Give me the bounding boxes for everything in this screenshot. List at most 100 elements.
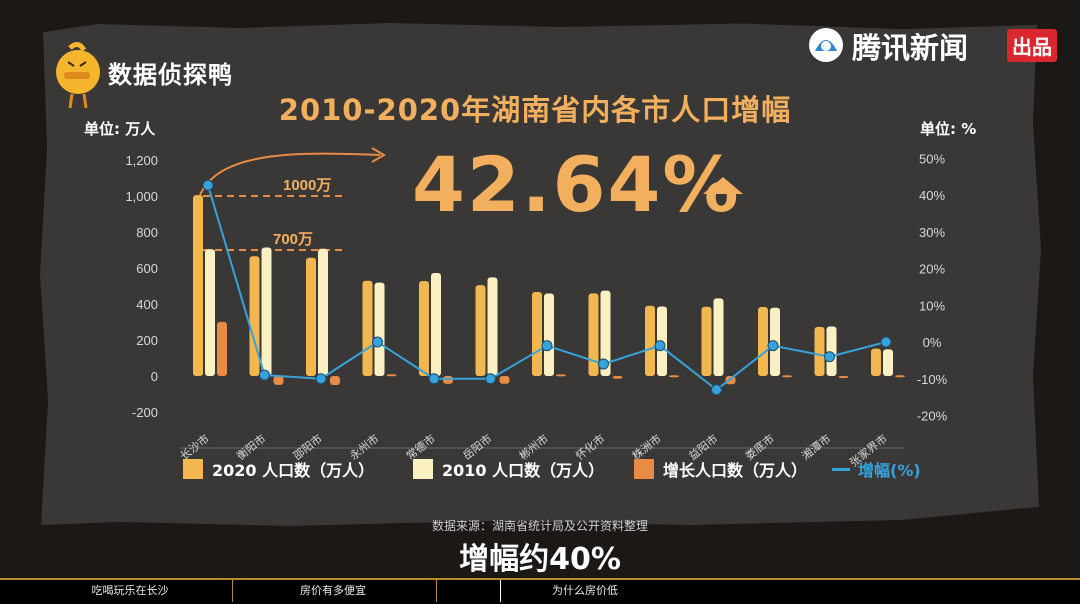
legend-growth: 增长人口数（万人） [634,458,807,480]
legend-label: 增幅(%) [858,461,921,480]
bar-2020 [871,348,881,376]
left-axis-unit: 单位: 万人 [84,120,156,138]
highlight-arrowhead [371,147,386,163]
bar-2010 [318,248,328,376]
left-tick-label: 600 [136,261,158,276]
chapter-tab-3[interactable]: 为什么房价低 [552,584,618,597]
label-700: 700万 [273,231,313,248]
rate-point [428,373,440,385]
bar-growth [838,376,849,378]
bar-2010 [205,249,215,376]
legend-line [832,467,850,471]
bar-2020 [758,307,768,376]
right-tick-label: -10% [917,372,948,387]
rate-point [541,340,553,352]
right-tick-label: 0% [923,335,942,350]
chapter-divider [436,580,437,602]
bar-2010 [600,290,611,376]
right-axis-unit: 单位: % [920,120,977,138]
right-tick-label: 50% [919,151,945,166]
legend-swatch [183,459,203,479]
right-tick-label: 40% [919,188,945,203]
bar-2020 [362,280,373,376]
bar-2010 [544,293,554,376]
bar-growth [895,375,905,378]
rate-point [202,179,214,191]
bar-growth [782,375,792,378]
video-subtitle: 增幅约40% [459,542,621,577]
bar-2020 [249,256,260,376]
bar-2020 [701,306,712,376]
bar-2010 [374,282,385,376]
rate-point [485,373,496,385]
bar-growth [612,376,623,379]
legend-2020: 2020 人口数（万人） [183,458,374,480]
bar-2010 [826,326,837,376]
bar-2020 [419,280,429,376]
label-1000: 1000万 [283,177,331,194]
bar-2010 [487,277,498,376]
bar-growth [386,374,397,377]
bar-growth [669,375,679,378]
left-tick-label: -200 [132,405,158,420]
up-triangle-icon [703,177,743,194]
legend-rate: 增幅(%) [832,458,921,480]
highlight-value: 42.64% [412,140,741,229]
legend-label: 2010 人口数（万人） [442,461,605,480]
legend-2010: 2010 人口数（万人） [413,458,604,480]
left-tick-label: 0 [151,369,158,384]
rate-point [654,340,666,352]
bar-growth [330,376,340,385]
rate-point [880,336,892,348]
bar-2010 [261,247,272,376]
duck-mascot-icon [56,42,100,109]
data-source: 数据来源：湖南省统计局及公开资料整理 [431,519,648,533]
chapter-divider [232,580,233,602]
bar-2020 [532,291,542,376]
left-tick-label: 1,000 [125,189,158,204]
tencent-news-logo-icon [809,28,843,62]
chapter-tab-2[interactable]: 房价有多便宜 [300,584,366,597]
left-tick-label: 400 [136,297,158,312]
left-tick-label: 800 [136,225,158,240]
bar-2020 [475,285,486,376]
right-tick-label: 30% [919,225,945,240]
rate-point [824,351,835,363]
bar-2020 [814,326,825,376]
chapter-tab-1[interactable]: 吃喝玩乐在长沙 [91,584,169,597]
bottom-chapter-bar [0,578,1080,604]
bar-2020 [306,257,316,376]
legend-swatch [413,459,433,479]
right-tick-label: 10% [919,298,945,313]
legend-label: 2020 人口数（万人） [212,461,375,480]
legend-swatch [634,459,654,479]
right-tick-label: 20% [919,262,945,277]
bar-2010 [431,273,441,376]
bar-2020 [645,305,655,376]
bar-2020 [193,195,203,376]
rate-point [259,369,270,381]
rate-point [711,384,722,396]
left-tick-label: 1,200 [125,153,158,168]
rate-point [315,373,327,385]
rate-point [372,336,383,348]
legend-label: 增长人口数（万人） [663,461,808,480]
bar-growth [443,376,453,384]
progress-marker [500,580,501,602]
bar-2010 [883,349,893,376]
brand-name: 数据侦探鸭 [108,61,233,89]
rate-point [767,340,779,352]
left-tick-label: 200 [136,333,158,348]
bar-growth [556,374,566,377]
publisher-badge: 出品 [1007,29,1057,62]
bar-2010 [713,298,724,376]
bar-growth [273,376,284,385]
publisher-name: 腾讯新闻 [852,31,969,65]
bar-growth [499,376,510,384]
rate-point [598,358,609,370]
right-tick-label: -20% [917,409,948,424]
bar-growth [217,321,227,376]
chart-title: 2010-2020年湖南省内各市人口增幅 [278,93,792,127]
bar-2020 [588,293,599,376]
